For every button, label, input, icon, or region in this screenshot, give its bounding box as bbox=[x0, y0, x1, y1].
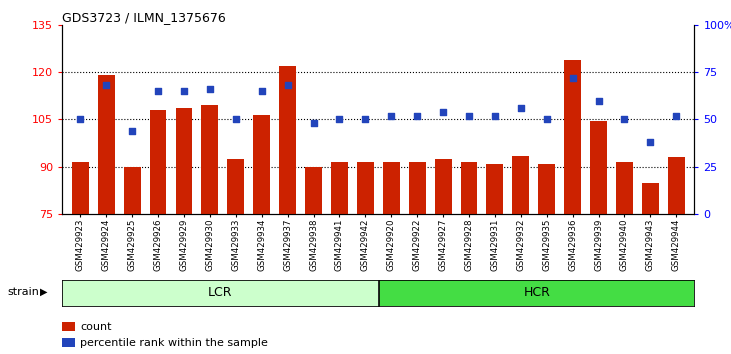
Point bbox=[489, 113, 501, 119]
Point bbox=[670, 113, 682, 119]
Bar bbox=[590, 121, 607, 214]
Point bbox=[281, 82, 293, 88]
Bar bbox=[564, 59, 581, 214]
Point bbox=[618, 117, 630, 122]
Bar bbox=[202, 105, 219, 214]
Point bbox=[308, 120, 319, 126]
Text: HCR: HCR bbox=[523, 286, 550, 299]
Point bbox=[178, 88, 190, 94]
Point bbox=[360, 117, 371, 122]
Bar bbox=[175, 108, 192, 214]
Bar bbox=[227, 159, 244, 214]
Bar bbox=[538, 164, 555, 214]
Point bbox=[412, 113, 423, 119]
Point bbox=[385, 113, 397, 119]
Point bbox=[645, 139, 656, 145]
Point bbox=[204, 86, 216, 92]
Bar bbox=[279, 66, 296, 214]
Bar bbox=[461, 162, 477, 214]
Point bbox=[463, 113, 475, 119]
Bar bbox=[383, 162, 400, 214]
Point bbox=[75, 117, 86, 122]
Text: GDS3723 / ILMN_1375676: GDS3723 / ILMN_1375676 bbox=[62, 11, 226, 24]
Point bbox=[100, 82, 112, 88]
Bar bbox=[616, 162, 633, 214]
Bar bbox=[487, 164, 504, 214]
Text: percentile rank within the sample: percentile rank within the sample bbox=[80, 338, 268, 348]
Bar bbox=[331, 162, 348, 214]
Bar bbox=[357, 162, 374, 214]
Point bbox=[567, 75, 578, 81]
Bar bbox=[253, 115, 270, 214]
Bar bbox=[305, 167, 322, 214]
Bar bbox=[72, 162, 88, 214]
Text: strain: strain bbox=[7, 287, 39, 297]
Bar bbox=[124, 167, 140, 214]
Bar bbox=[98, 75, 115, 214]
Point bbox=[593, 98, 605, 103]
Point bbox=[152, 88, 164, 94]
Bar bbox=[409, 162, 425, 214]
Point bbox=[541, 117, 553, 122]
Point bbox=[256, 88, 268, 94]
Text: count: count bbox=[80, 322, 112, 332]
Text: ▶: ▶ bbox=[40, 287, 48, 297]
Bar bbox=[435, 159, 452, 214]
Bar bbox=[668, 157, 685, 214]
Bar bbox=[642, 183, 659, 214]
Point bbox=[333, 117, 345, 122]
Point bbox=[230, 117, 242, 122]
Point bbox=[126, 128, 138, 134]
Point bbox=[437, 109, 449, 115]
Bar bbox=[150, 110, 167, 214]
Bar bbox=[512, 156, 529, 214]
Point bbox=[515, 105, 526, 111]
Text: LCR: LCR bbox=[208, 286, 232, 299]
